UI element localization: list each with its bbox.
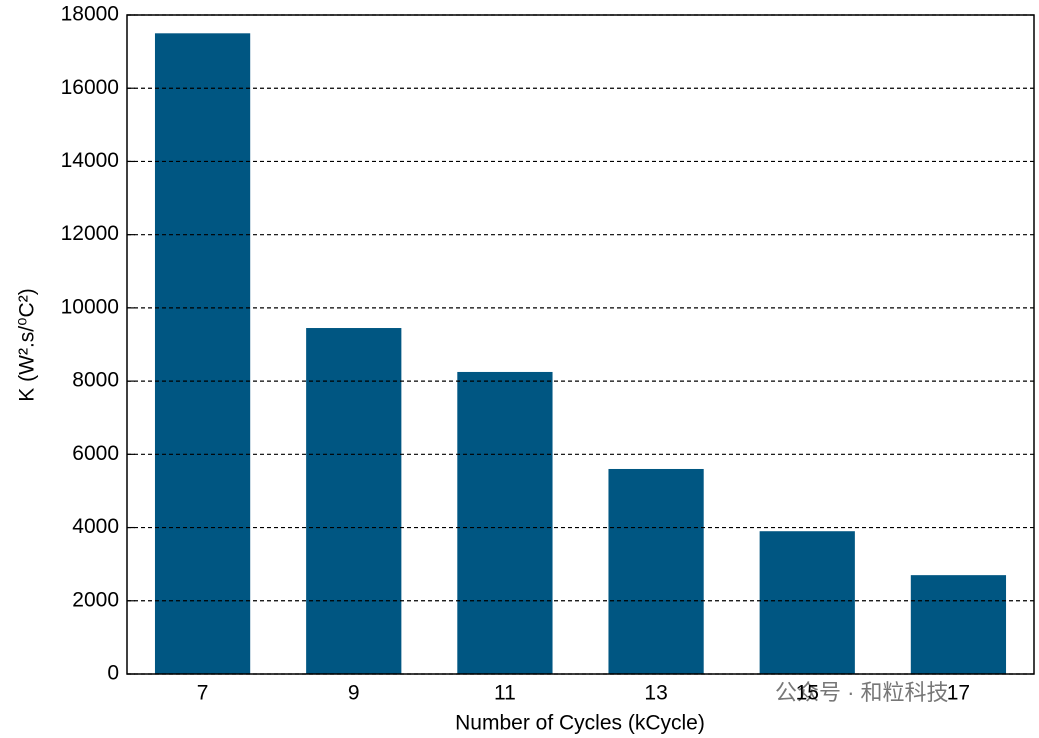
y-tick-label: 16000: [61, 76, 119, 99]
y-tick-label: 8000: [72, 369, 119, 392]
y-axis-label: K (W².s/⁰C²): [16, 288, 39, 401]
x-tick-label: 15: [796, 682, 819, 705]
y-tick-label: 2000: [72, 588, 119, 611]
x-tick-label: 11: [494, 682, 516, 705]
watermark: 公众号 · 和粒科技: [775, 680, 949, 705]
y-tick-label: 12000: [61, 222, 119, 245]
y-tick-label: 14000: [61, 149, 119, 172]
bar: [306, 328, 402, 674]
plot-frame: [126, 14, 1035, 675]
x-tick-label: 9: [348, 682, 360, 705]
bar: [457, 371, 553, 674]
y-tick-label: 6000: [72, 442, 119, 465]
bar: [910, 575, 1007, 674]
bar: [608, 468, 704, 674]
y-tick-label: 18000: [61, 3, 119, 26]
bar: [759, 531, 855, 674]
x-tick-label: 7: [197, 682, 209, 705]
y-tick-label: 10000: [61, 295, 119, 318]
x-tick-label: 17: [947, 682, 970, 705]
x-axis-label: Number of Cycles (kCycle): [455, 712, 705, 735]
y-tick-label: 0: [107, 662, 119, 685]
x-tick-label: 13: [644, 682, 667, 705]
bar: [154, 33, 251, 675]
y-tick-label: 4000: [72, 515, 119, 538]
